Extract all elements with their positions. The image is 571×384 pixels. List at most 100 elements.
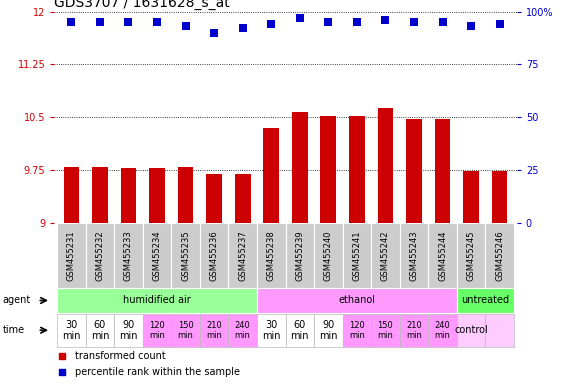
Text: GSM455242: GSM455242 [381, 230, 390, 281]
Point [124, 19, 133, 25]
Bar [206, 174, 222, 223]
Bar [286, 223, 314, 288]
Text: GSM455244: GSM455244 [438, 230, 447, 281]
Bar [485, 223, 514, 288]
Text: 90
min: 90 min [319, 320, 337, 341]
Bar [178, 167, 194, 223]
Text: 30
min: 30 min [262, 320, 280, 341]
Point [495, 21, 504, 27]
Text: GSM455237: GSM455237 [238, 230, 247, 281]
Text: agent: agent [3, 295, 31, 306]
Text: GSM455235: GSM455235 [181, 230, 190, 281]
Point [57, 369, 66, 375]
Bar [263, 127, 279, 223]
Bar [228, 223, 257, 288]
Text: GSM455232: GSM455232 [95, 230, 104, 281]
Bar [143, 223, 171, 288]
Bar [400, 314, 428, 347]
Bar [235, 174, 251, 223]
Point [381, 17, 390, 23]
Bar [286, 314, 314, 347]
Text: humidified air: humidified air [123, 295, 191, 306]
Text: 240
min: 240 min [235, 321, 251, 339]
Point [152, 19, 162, 25]
Text: GSM455246: GSM455246 [495, 230, 504, 281]
Bar [63, 167, 79, 223]
Text: 240
min: 240 min [435, 321, 451, 339]
Point [238, 25, 247, 31]
Text: 210
min: 210 min [206, 321, 222, 339]
Bar [143, 314, 171, 347]
Bar [149, 168, 165, 223]
Bar [86, 314, 114, 347]
Point [267, 21, 276, 27]
Bar [371, 223, 400, 288]
Bar [114, 314, 143, 347]
Bar [257, 288, 457, 313]
Text: percentile rank within the sample: percentile rank within the sample [75, 367, 240, 377]
Text: 120
min: 120 min [349, 321, 365, 339]
Text: transformed count: transformed count [75, 351, 166, 361]
Text: time: time [3, 325, 25, 335]
Text: 30
min: 30 min [62, 320, 81, 341]
Point [95, 19, 104, 25]
Text: GSM455234: GSM455234 [152, 230, 162, 281]
Point [438, 19, 447, 25]
Bar [428, 314, 457, 347]
Bar [257, 223, 286, 288]
Bar [377, 108, 393, 223]
Text: GSM455238: GSM455238 [267, 230, 276, 281]
Bar [171, 223, 200, 288]
Text: GSM455236: GSM455236 [210, 230, 219, 281]
Text: GSM455240: GSM455240 [324, 230, 333, 281]
Text: GSM455241: GSM455241 [352, 230, 361, 281]
Bar [114, 223, 143, 288]
Bar [463, 171, 479, 223]
Bar [428, 223, 457, 288]
Bar [492, 171, 508, 223]
Bar [120, 168, 136, 223]
Bar [86, 223, 114, 288]
Bar [343, 314, 371, 347]
Point [181, 23, 190, 30]
Text: GSM455239: GSM455239 [295, 230, 304, 281]
Bar [371, 314, 400, 347]
Bar [228, 314, 257, 347]
Text: 210
min: 210 min [406, 321, 422, 339]
Point [467, 23, 476, 30]
Bar [343, 223, 371, 288]
Text: 150
min: 150 min [178, 321, 194, 339]
Bar [457, 223, 485, 288]
Bar [292, 112, 308, 223]
Bar [200, 314, 228, 347]
Point [324, 19, 333, 25]
Bar [57, 288, 257, 313]
Bar [57, 223, 86, 288]
Text: 60
min: 60 min [291, 320, 309, 341]
Text: GSM455245: GSM455245 [467, 230, 476, 281]
Bar [314, 223, 343, 288]
Bar [485, 314, 514, 347]
Bar [171, 314, 200, 347]
Point [57, 353, 66, 359]
Bar [257, 314, 286, 347]
Text: 150
min: 150 min [377, 321, 393, 339]
Text: GSM455231: GSM455231 [67, 230, 76, 281]
Text: 90
min: 90 min [119, 320, 138, 341]
Text: GDS3707 / 1631628_s_at: GDS3707 / 1631628_s_at [54, 0, 230, 10]
Text: ethanol: ethanol [339, 295, 375, 306]
Bar [314, 314, 343, 347]
Bar [57, 314, 86, 347]
Text: untreated: untreated [461, 295, 509, 306]
Text: 120
min: 120 min [149, 321, 165, 339]
Bar [349, 116, 365, 223]
Bar [457, 314, 485, 347]
Text: 60
min: 60 min [91, 320, 109, 341]
Point [409, 19, 419, 25]
Point [210, 30, 219, 36]
Text: GSM455233: GSM455233 [124, 230, 133, 281]
Bar [92, 167, 108, 223]
Bar [457, 288, 514, 313]
Text: control: control [454, 325, 488, 335]
Text: GSM455243: GSM455243 [409, 230, 419, 281]
